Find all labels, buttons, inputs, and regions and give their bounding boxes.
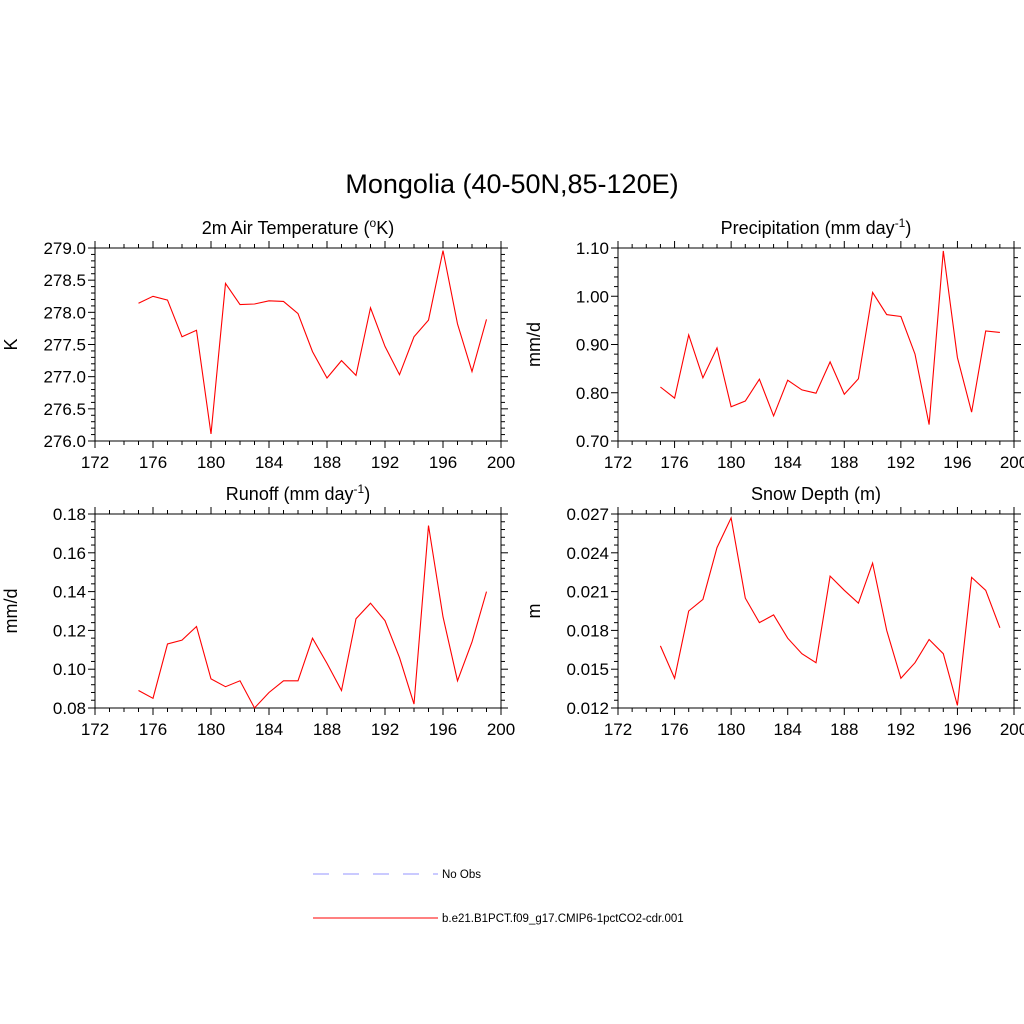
- y-tick-label: 276.0: [43, 432, 86, 451]
- chart-panels: 2m Air Temperature (oK) K 172 176 180 184 188 1…: [1, 216, 1024, 739]
- x-tick-label: 184: [255, 720, 283, 739]
- chart-title-tail: ): [364, 484, 370, 504]
- y-tick-label: 1.00: [576, 287, 609, 306]
- x-tick-label: 188: [313, 720, 341, 739]
- plot-frame: [94, 247, 502, 442]
- chart-air-temperature: 2m Air Temperature (oK) K 172 176 180 184 188 1…: [1, 216, 515, 472]
- chart-title-text: Snow Depth (m): [751, 484, 881, 504]
- chart-title-text: Precipitation (mm day: [721, 218, 895, 238]
- series-line-air-temperature: [138, 250, 488, 434]
- x-tick-label: 188: [313, 453, 341, 472]
- x-tick-label: 192: [887, 720, 915, 739]
- chart-title: Precipitation (mm day-1): [721, 216, 912, 238]
- x-tick-label: 192: [371, 720, 399, 739]
- y-tick-label: 277.0: [43, 368, 86, 387]
- y-tick-label: 0.08: [53, 699, 86, 718]
- plot-frame: [617, 247, 1015, 442]
- y-tick-label: 0.024: [566, 544, 609, 563]
- x-tick-label: 176: [139, 720, 167, 739]
- y-axis-label: mm/d: [524, 322, 544, 367]
- x-tick-label: 188: [830, 720, 858, 739]
- x-tick-label: 176: [660, 720, 688, 739]
- plot-frame: [94, 513, 502, 709]
- chart-title-tail: K): [376, 218, 394, 238]
- y-tick-label: 0.90: [576, 336, 609, 355]
- x-tick-label: 184: [255, 453, 283, 472]
- y-tick-label: 0.10: [53, 660, 86, 679]
- chart-title-superscript: -1: [354, 482, 365, 496]
- figure-title: Mongolia (40-50N,85-120E): [345, 169, 678, 199]
- x-tick-label: 200: [487, 453, 515, 472]
- y-tick-label: 0.015: [566, 660, 609, 679]
- y-tick-label: 0.16: [53, 544, 86, 563]
- x-tick-label: 180: [197, 720, 225, 739]
- x-tick-label: 188: [830, 453, 858, 472]
- x-tick-label: 196: [429, 453, 457, 472]
- chart-snow-depth: Snow Depth (m) m 172 176 180 184 188 192 196 200 0…: [524, 484, 1024, 739]
- x-tick-label: 172: [604, 720, 632, 739]
- y-tick-label: 0.12: [53, 621, 86, 640]
- chart-title-superscript: -1: [895, 216, 906, 230]
- y-tick-label: 0.14: [53, 583, 86, 602]
- x-tick-label: 200: [1000, 453, 1024, 472]
- x-tick-label: 176: [139, 453, 167, 472]
- chart-precipitation: Precipitation (mm day-1) mm/d 172 176 180 184…: [524, 216, 1024, 472]
- legend: No Obs b.e21.B1PCT.f09_g17.CMIP6-1pctCO2…: [313, 869, 684, 925]
- series-line-snow-depth: [659, 516, 1001, 706]
- x-tick-label: 180: [717, 453, 745, 472]
- y-tick-label: 278.5: [43, 271, 86, 290]
- y-tick-label: 0.18: [53, 505, 86, 524]
- y-tick-label: 0.027: [566, 505, 609, 524]
- x-tick-label: 192: [887, 453, 915, 472]
- x-tick-label: 172: [81, 720, 109, 739]
- x-tick-label: 192: [371, 453, 399, 472]
- y-tick-label: 0.70: [576, 432, 609, 451]
- legend-label-no-obs: No Obs: [442, 869, 481, 881]
- plot-frame: [617, 513, 1015, 709]
- chart-runoff: Runoff (mm day-1) mm/d 172 176 180 184 188 192 1…: [1, 482, 515, 739]
- y-tick-label: 0.012: [566, 699, 609, 718]
- x-tick-label: 180: [197, 453, 225, 472]
- x-tick-label: 176: [660, 453, 688, 472]
- chart-title: 2m Air Temperature (oK): [202, 216, 394, 238]
- y-axis-label: K: [1, 338, 21, 350]
- y-axis-label: m: [524, 604, 544, 619]
- x-tick-label: 172: [81, 453, 109, 472]
- y-tick-label: 276.5: [43, 400, 86, 419]
- x-tick-label: 200: [487, 720, 515, 739]
- chart-title: Snow Depth (m): [751, 484, 881, 504]
- y-tick-label: 277.5: [43, 336, 86, 355]
- y-tick-label: 0.021: [566, 583, 609, 602]
- x-tick-label: 196: [429, 720, 457, 739]
- x-tick-label: 196: [943, 720, 971, 739]
- y-tick-label: 278.0: [43, 303, 86, 322]
- legend-label-model: b.e21.B1PCT.f09_g17.CMIP6-1pctCO2-cdr.00…: [442, 913, 684, 925]
- x-tick-label: 184: [774, 453, 802, 472]
- y-tick-label: 1.10: [576, 239, 609, 258]
- x-tick-label: 196: [943, 453, 971, 472]
- x-tick-label: 200: [1000, 720, 1024, 739]
- series-line-precipitation: [660, 250, 1000, 425]
- chart-title-text: 2m Air Temperature (: [202, 218, 370, 238]
- x-tick-label: 172: [604, 453, 632, 472]
- x-tick-label: 180: [717, 720, 745, 739]
- chart-title-tail: ): [905, 218, 911, 238]
- y-axis-label: mm/d: [1, 589, 21, 634]
- y-tick-label: 0.018: [566, 621, 609, 640]
- chart-title: Runoff (mm day-1): [226, 482, 370, 504]
- chart-title-superscript: o: [370, 216, 377, 230]
- y-tick-label: 0.80: [576, 384, 609, 403]
- chart-title-text: Runoff (mm day: [226, 484, 354, 504]
- y-tick-label: 279.0: [43, 239, 86, 258]
- series-line-runoff: [138, 525, 488, 709]
- x-tick-label: 184: [774, 720, 802, 739]
